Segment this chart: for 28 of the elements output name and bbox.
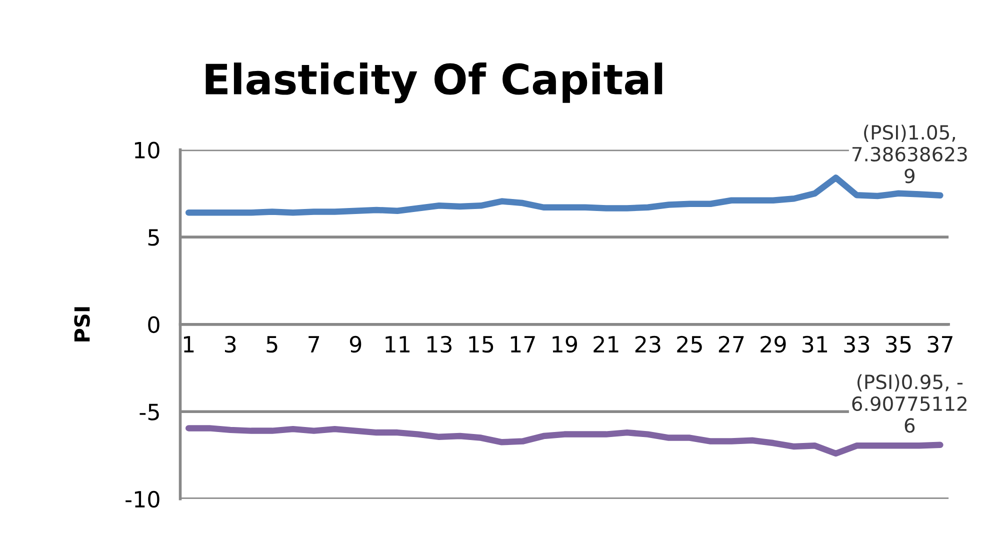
chart-title: Elasticity Of Capital	[206, 62, 662, 104]
y-tick-label: -10	[126, 490, 160, 508]
y-tick-label: -5	[140, 404, 159, 420]
x-tick-label: 19	[552, 336, 577, 353]
x-tick-label: 21	[594, 336, 618, 352]
y-axis-title: PSI	[74, 307, 90, 342]
x-tick-label: 33	[844, 336, 870, 353]
x-tick-label: 9	[350, 336, 362, 353]
x-tick-label: 5	[266, 336, 278, 353]
x-tick-label: 29	[760, 336, 786, 353]
x-tick-label: 37	[928, 336, 952, 353]
x-tick-label: 7	[308, 336, 320, 352]
y-tick-label: 0	[148, 316, 160, 334]
x-tick-label: 25	[677, 336, 702, 353]
x-tick-label: 13	[427, 336, 452, 353]
annotation: (PSI)0.95, - 6.90775112 6	[852, 374, 966, 433]
x-tick-label: 1	[184, 336, 194, 352]
x-tick-label: 15	[469, 336, 494, 353]
x-tick-label: 27	[718, 336, 744, 352]
x-tick-label: 23	[635, 336, 660, 353]
x-tick-label: 11	[386, 336, 410, 352]
x-tick-label: 35	[886, 336, 911, 353]
y-tick-label: 10	[134, 142, 160, 159]
x-tick-label: 3	[224, 336, 236, 353]
annotation: (PSI)1.05, 7.38638623 9	[852, 124, 967, 184]
y-tick-label: 5	[148, 229, 159, 246]
x-tick-label: 31	[802, 336, 828, 353]
x-tick-label: 17	[510, 336, 535, 352]
